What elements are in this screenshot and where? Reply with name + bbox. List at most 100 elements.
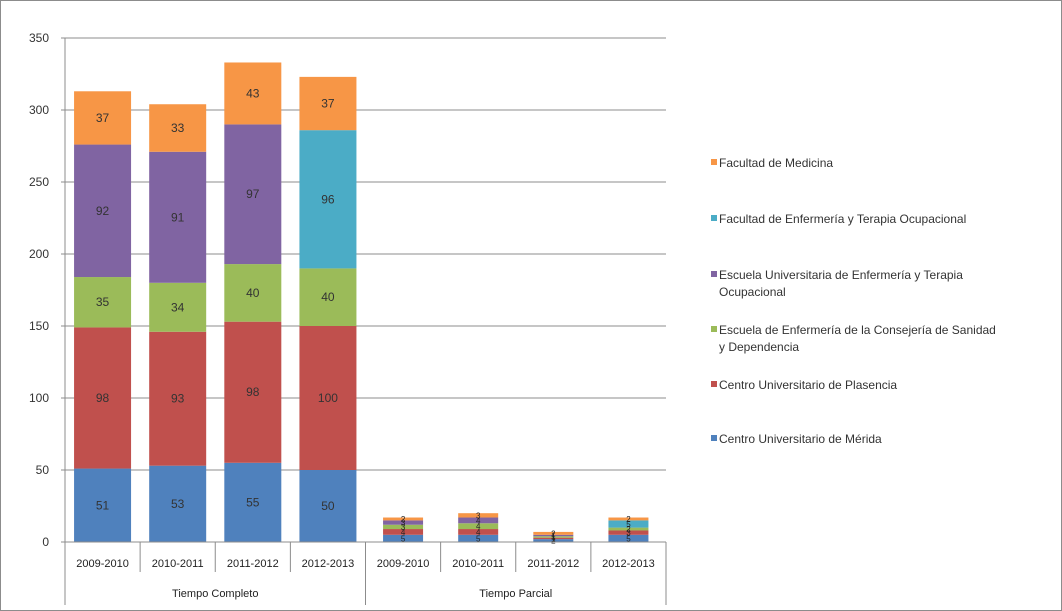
x-group-label: Tiempo Completo: [172, 588, 258, 600]
bar-segment: [383, 534, 424, 542]
data-label: 97: [246, 187, 260, 201]
bar-segment: [74, 468, 132, 542]
bar-segment: [224, 264, 282, 322]
bar-segment: [608, 517, 649, 521]
bar-segment: [458, 517, 499, 524]
bar-segment: [458, 534, 499, 542]
data-label: 4: [476, 522, 481, 531]
data-label: 5: [476, 534, 481, 543]
y-tick-label: 350: [29, 31, 49, 45]
bar-segment: [533, 536, 574, 538]
legend-swatch: [711, 215, 717, 221]
x-tick-label: 2012-2013: [602, 558, 655, 570]
legend-label: Centro Universitario de Mérida: [719, 432, 882, 446]
data-label: 2: [551, 537, 556, 546]
data-label: 34: [171, 300, 185, 314]
legend-swatch: [711, 381, 717, 387]
data-label: 2: [626, 525, 631, 534]
bar-segment: [224, 321, 282, 463]
data-label: 1: [551, 532, 556, 541]
bar-segment: [533, 537, 574, 540]
bar-segment: [458, 523, 499, 530]
bar-segment: [299, 326, 357, 470]
data-label: 43: [246, 86, 260, 100]
data-label: 35: [96, 295, 110, 309]
bar-segment: [74, 327, 132, 469]
data-label: 91: [171, 210, 185, 224]
bars: [74, 62, 649, 542]
bar-segment: [74, 277, 132, 328]
x-group-label: Tiempo Parcial: [479, 588, 552, 600]
legend-swatch: [711, 435, 717, 441]
data-label: 3: [401, 523, 406, 532]
bar-segment: [608, 534, 649, 542]
data-label: 96: [321, 192, 335, 206]
y-tick-label: 50: [36, 463, 50, 477]
bar-segment: [608, 530, 649, 535]
legend-label: Ocupacional: [719, 285, 786, 299]
data-label: 92: [96, 204, 110, 218]
bar-segment: [533, 531, 574, 535]
legend-label: Facultad de Enfermería y Terapia Ocupaci…: [719, 212, 966, 226]
y-tick-label: 100: [29, 391, 49, 405]
y-tick-label: 0: [42, 535, 49, 549]
data-label: 5: [626, 520, 631, 529]
bar-segment: [383, 520, 424, 525]
bar-segment: [224, 62, 282, 125]
data-label: 1: [551, 534, 556, 543]
legend-label: Centro Universitario de Plasencia: [719, 378, 897, 392]
bar-segment: [458, 513, 499, 518]
bar-segment: [299, 470, 357, 542]
data-label: 2: [401, 515, 406, 524]
data-label: 2: [626, 515, 631, 524]
bar-segment: [299, 268, 357, 326]
data-label: 93: [171, 392, 185, 406]
x-tick-label: 2012-2013: [302, 558, 355, 570]
data-label: 55: [246, 495, 260, 509]
x-tick-label: 2010-2011: [452, 558, 504, 570]
data-label: 98: [96, 391, 110, 405]
y-tick-label: 250: [29, 175, 49, 189]
data-label: 4: [476, 516, 481, 525]
bar-segment: [383, 524, 424, 530]
bar-segment: [149, 465, 207, 542]
data-label: 98: [246, 385, 260, 399]
y-tick-label: 200: [29, 247, 49, 261]
data-label: 5: [401, 534, 406, 543]
data-label: 3: [626, 529, 631, 538]
x-tick-label: 2011-2012: [527, 558, 579, 570]
data-labels: 5198359237539334913355984097435010040963…: [96, 86, 631, 545]
data-label: 100: [318, 391, 338, 405]
y-tick-label: 300: [29, 103, 49, 117]
legend-label: Escuela de Enfermería de la Consejería d…: [719, 323, 996, 337]
x-tick-label: 2010-2011: [152, 558, 204, 570]
legend-label: y Dependencia: [719, 340, 799, 354]
bar-segment: [299, 130, 357, 269]
legend-swatch: [711, 271, 717, 277]
bar-segment: [149, 282, 207, 332]
data-label: 4: [476, 528, 481, 537]
bar-segment: [458, 529, 499, 535]
bar-segment: [299, 76, 357, 131]
data-label: 5: [626, 534, 631, 543]
bar-segment: [608, 527, 649, 531]
data-label: 40: [246, 286, 260, 300]
bar-segment: [383, 529, 424, 535]
data-label: 53: [171, 497, 185, 511]
data-label: 51: [96, 498, 110, 512]
bar-segment: [149, 151, 207, 283]
legend: Facultad de Medicina Facultad de Enfermer…: [711, 156, 996, 446]
x-tick-label: 2011-2012: [227, 558, 279, 570]
bar-segment: [533, 534, 574, 537]
data-label: 4: [401, 528, 406, 537]
legend-swatch: [711, 326, 717, 332]
bar-segment: [74, 91, 132, 145]
bar-segment: [149, 331, 207, 466]
bar-segment: [74, 144, 132, 278]
bar-segment: [149, 104, 207, 152]
y-tick-label: 150: [29, 319, 49, 333]
data-label: 33: [171, 121, 185, 135]
data-label: 1: [551, 533, 556, 542]
